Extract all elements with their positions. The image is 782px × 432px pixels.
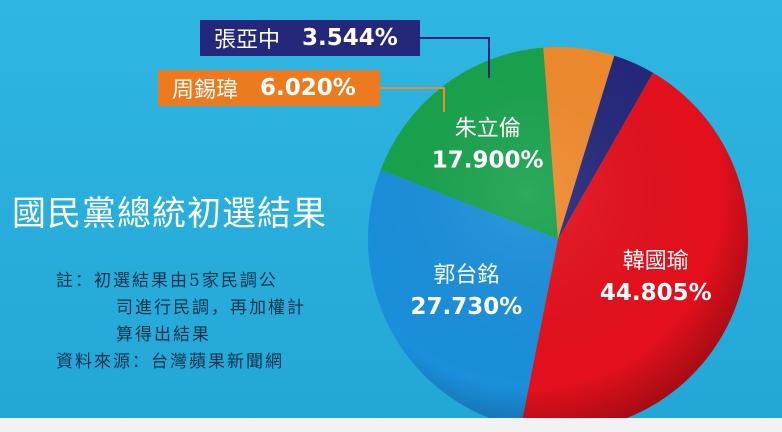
slice-label-chu-name: 朱立倫 [455, 117, 521, 142]
slice-label-chu-value: 17.900% [432, 148, 544, 174]
callout-chang-name: 張亞中 [214, 28, 281, 53]
callout-chou-name: 周錫瑋 [172, 78, 239, 103]
footnote-line-2: 司進行民調，再加權計 [116, 298, 306, 318]
footnote-line-1: 註：初選結果由5家民調公 [56, 271, 278, 291]
leader-lines [380, 37, 490, 112]
chart-title: 國民黨總統初選結果 [12, 194, 327, 234]
slice-label-han-name: 韓國瑜 [623, 249, 689, 274]
footnote: 註：初選結果由5家民調公 司進行民調，再加權計 算得出結果 資料來源：台灣蘋果新… [56, 268, 386, 376]
footnote-line-3: 算得出結果 [116, 325, 211, 345]
bottom-strip [0, 418, 782, 432]
callout-chang-value: 3.544% [302, 25, 398, 51]
callout-chou-value: 6.020% [260, 75, 356, 101]
slice-label-gou-value: 27.730% [410, 294, 522, 320]
slice-label-han-value: 44.805% [600, 280, 712, 306]
callout-chou: 周錫瑋 6.020% [158, 70, 380, 106]
slice-label-gou-name: 郭台銘 [433, 263, 499, 288]
source-line: 資料來源：台灣蘋果新聞網 [56, 352, 284, 372]
callout-chang: 張亞中 3.544% [200, 20, 420, 56]
